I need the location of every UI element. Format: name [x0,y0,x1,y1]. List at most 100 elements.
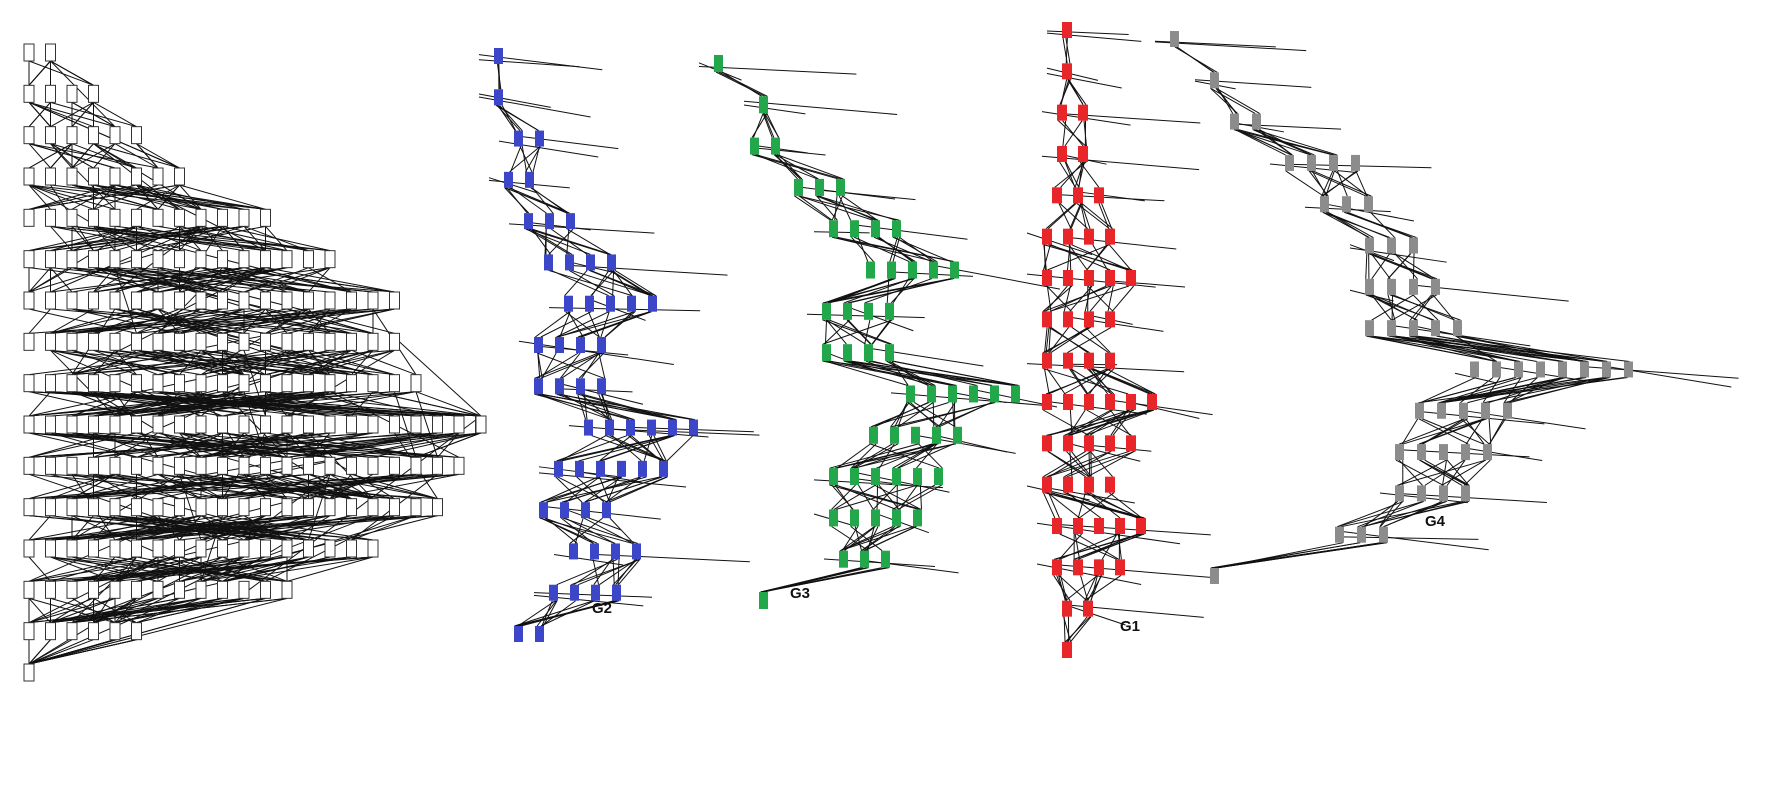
node [217,374,228,393]
edge [93,143,202,210]
edge [609,476,668,503]
edge [114,515,331,541]
edge [28,597,116,624]
node [869,426,878,444]
edge-group [1026,30,1216,643]
edge [497,105,516,131]
edge [28,225,137,293]
edge [1154,41,1307,52]
edge [265,226,288,251]
edge [848,306,914,332]
node [131,332,142,351]
edge [114,515,266,582]
edge [1355,170,1368,197]
node [1558,361,1567,378]
edge [1422,418,1468,445]
edge [571,269,653,297]
node [45,539,56,558]
edge [50,267,73,293]
node [1084,394,1094,410]
edge [1046,450,1112,478]
edge [827,352,876,372]
node [822,302,831,320]
edge [50,101,94,128]
edge [1065,37,1071,64]
node [217,250,228,269]
edge [1060,575,1068,601]
edge [826,319,847,345]
node [1063,476,1073,493]
node [260,291,271,310]
edge [1078,161,1085,188]
edge [1047,202,1077,230]
node [195,208,207,227]
node [1210,568,1219,584]
node [346,415,357,434]
node [152,291,164,310]
node [612,584,621,601]
node [843,344,852,362]
edge [28,473,116,500]
node [1364,196,1373,213]
edge [114,225,331,252]
node [584,419,593,436]
edge [1420,376,1516,404]
node [545,213,554,230]
node [1084,270,1094,286]
node [1084,228,1094,245]
edge [93,349,245,376]
node [389,415,400,434]
edge [541,600,553,627]
node [324,415,336,434]
edge [1365,294,1435,321]
node [565,254,574,271]
node [303,332,314,351]
node [1387,320,1396,337]
edge [525,146,541,173]
edge [28,184,94,210]
edge-group [478,54,760,627]
node [1084,476,1094,493]
edge [1077,492,1086,519]
node [866,261,875,279]
edge [578,435,674,462]
edge [1446,459,1466,486]
edge [1046,30,1129,36]
edge [1101,533,1118,560]
node [1084,311,1094,328]
edge [932,402,935,427]
edge [1048,409,1131,436]
edge [93,226,116,251]
edge [851,443,893,469]
edge [50,391,266,417]
node [1042,394,1052,410]
edge [179,556,266,582]
edge [541,600,576,627]
edge [832,236,935,263]
edge [308,349,374,376]
node [66,580,78,599]
edge [28,556,180,582]
edge [1442,376,1584,404]
node [367,539,379,558]
node [152,208,164,227]
node [238,374,250,393]
node [1094,518,1104,534]
node [217,208,228,227]
node [346,456,357,475]
edge [822,319,893,345]
edge [308,432,331,458]
node [1439,485,1448,502]
node [281,456,293,475]
edge [1387,294,1396,321]
edge [28,639,94,665]
edge [1062,120,1067,147]
edge [1071,409,1114,436]
node [1431,278,1440,295]
edge [853,443,956,469]
edge [774,154,801,180]
node [66,84,78,103]
edge [794,195,831,221]
edge [1069,616,1092,643]
edge [1081,202,1113,230]
